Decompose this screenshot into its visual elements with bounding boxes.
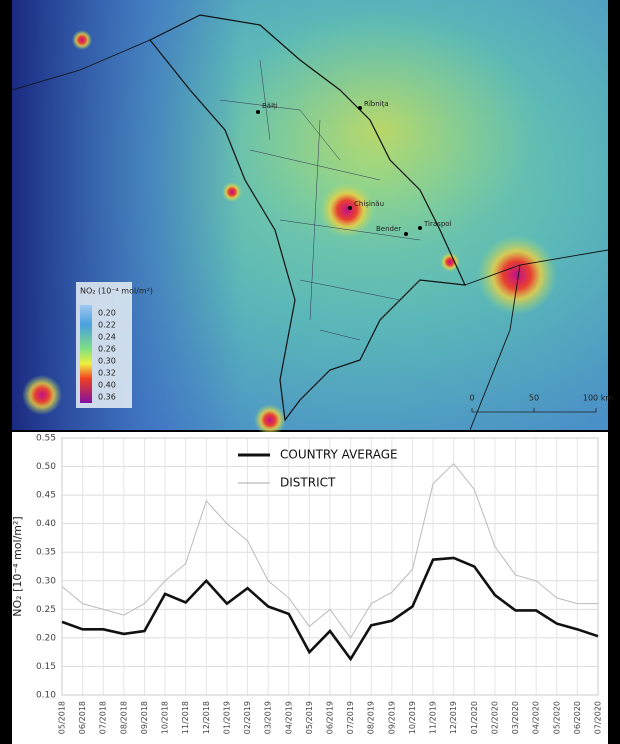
city-label: Bender [376, 225, 401, 233]
map-hotspot [222, 182, 242, 202]
colorbar [80, 305, 92, 403]
legend-label: 0.24 [98, 333, 116, 342]
x-tick-label: 01/2019 [222, 701, 231, 734]
map-hotspot [220, 10, 540, 250]
city-label: Bălți [262, 102, 278, 111]
y-tick-label: 0.35 [36, 548, 56, 558]
legend-label: 0.36 [98, 393, 116, 402]
x-tick-label: 08/2019 [367, 701, 376, 734]
city-dot [358, 106, 362, 110]
map: Bălți Rîbnița Chișinău Bender Tiraspol N… [11, 0, 613, 436]
legend-label: 0.22 [98, 321, 116, 330]
legend-label: 0.26 [98, 345, 116, 354]
district-borders [219, 59, 421, 341]
legend-label: 0.40 [98, 381, 116, 390]
city-dot [348, 206, 352, 210]
legend-label: 0.30 [98, 357, 116, 366]
scale-bar [471, 408, 597, 413]
map-hotspot [477, 235, 557, 315]
series-line [61, 462, 598, 639]
y-tick-label: 0.55 [36, 434, 56, 444]
y-tick-label: 0.15 [36, 662, 56, 672]
map-hotspot [319, 182, 375, 238]
map-hotspot [22, 375, 62, 415]
series-line [61, 556, 599, 662]
legend-label: 0.32 [98, 369, 116, 378]
plot-frame [61, 437, 599, 696]
map-hotspot [254, 404, 286, 436]
city-dot [418, 226, 422, 230]
country-border [149, 14, 466, 422]
y-tick-label: 0.50 [36, 462, 56, 472]
legend-label: DISTRICT [280, 476, 336, 490]
legend-title: NO₂ (10⁻⁴ mol/m²) [80, 287, 153, 296]
y-tick-label: 0.25 [36, 605, 56, 615]
y-tick-label: 0.20 [36, 633, 56, 643]
legend-label: 0.20 [98, 309, 116, 318]
x-tick-label: 02/2020 [490, 701, 499, 734]
x-tick-label: 12/2018 [202, 701, 211, 734]
x-tick-label: 03/2020 [511, 701, 520, 734]
map-hotspot [72, 30, 92, 50]
x-tick-label: 06/2018 [78, 701, 87, 734]
x-tick-label: 06/2019 [326, 701, 335, 734]
x-tick-label: 04/2019 [284, 701, 293, 734]
scale-label: 100 km [583, 394, 613, 403]
x-tick-label: 11/2018 [181, 701, 190, 734]
x-tick-label: 05/2019 [305, 701, 314, 734]
x-tick-label: 02/2019 [243, 701, 252, 734]
x-tick-label: 03/2019 [264, 701, 273, 734]
map-hotspot [440, 252, 460, 272]
x-tick-label: 07/2019 [346, 701, 355, 734]
x-tick-label: 09/2019 [387, 701, 396, 734]
city-dot [404, 232, 408, 236]
y-tick-label: 0.10 [36, 691, 56, 701]
x-tick-label: 01/2020 [470, 701, 479, 734]
x-tick-label: 08/2018 [119, 701, 128, 734]
y-axis-label: NO₂ [10⁻⁴ mol/m²] [11, 516, 24, 616]
x-tick-label: 11/2019 [429, 701, 438, 734]
x-tick-label: 06/2020 [573, 701, 582, 734]
city-label: Tiraspol [423, 220, 452, 228]
scale-label: 50 [529, 394, 539, 403]
x-tick-label: 04/2020 [532, 701, 541, 734]
y-tick-label: 0.40 [36, 519, 56, 529]
chart-background [12, 432, 608, 744]
neighbor-border [11, 39, 609, 431]
x-tick-label: 10/2018 [161, 701, 170, 734]
x-tick-label: 07/2020 [594, 701, 603, 734]
x-tick-label: 05/2018 [58, 701, 67, 734]
x-tick-label: 07/2018 [99, 701, 108, 734]
legend-label: COUNTRY AVERAGE [280, 448, 398, 462]
city-label: Chișinău [354, 200, 384, 208]
city-label: Rîbnița [364, 100, 389, 109]
y-tick-label: 0.45 [36, 491, 56, 501]
scale-label: 0 [469, 394, 474, 403]
city-dot [256, 110, 260, 114]
chart: 0.10 0.15 0.20 0.25 0.30 0.35 0.40 0.45 0.50 0.55… [11, 434, 603, 735]
x-tick-label: 10/2019 [408, 701, 417, 734]
x-tick-label: 05/2020 [552, 701, 561, 734]
x-tick-label: 12/2019 [449, 701, 458, 734]
x-tick-label: 09/2018 [140, 701, 149, 734]
y-tick-label: 0.30 [36, 576, 56, 586]
